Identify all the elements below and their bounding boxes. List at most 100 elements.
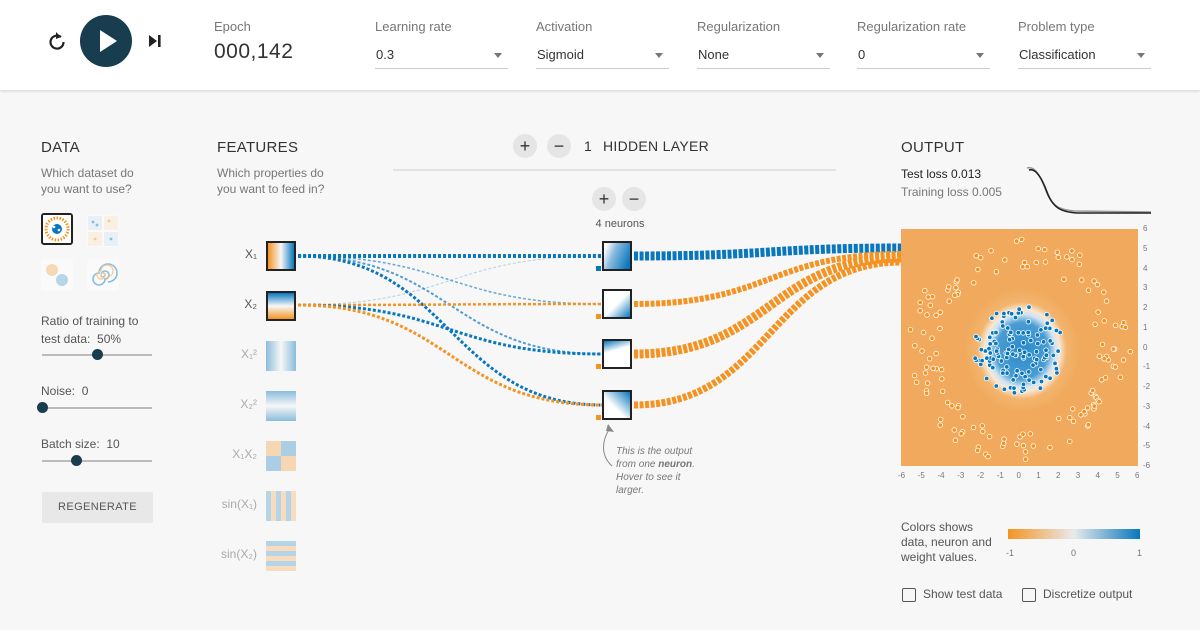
neuron-count: 4 neurons [595, 218, 645, 230]
data-point-orange [1001, 436, 1007, 442]
add-neuron-button[interactable]: + [592, 187, 616, 211]
learning-rate-value: 0.3 [376, 47, 395, 62]
data-point-orange [1089, 387, 1096, 394]
data-point-blue [990, 364, 996, 371]
y-axis-tick: -3 [1143, 401, 1151, 411]
data-point-orange [1041, 246, 1048, 253]
data-point-orange [919, 348, 925, 354]
data-point-orange [1076, 261, 1082, 267]
regularization-rate-select[interactable]: 0 [857, 44, 990, 69]
activation-select[interactable]: Sigmoid [536, 44, 669, 69]
annotation-arrow [603, 427, 613, 467]
feature-x2-heatmap [268, 293, 294, 319]
feature-x1-squared[interactable] [266, 341, 296, 371]
data-point-orange [1112, 364, 1119, 370]
data-point-blue [987, 350, 993, 356]
noise-slider-handle[interactable] [37, 402, 48, 413]
feature-x2[interactable] [266, 291, 296, 321]
hidden-neuron-4[interactable] [602, 390, 632, 420]
data-point-blue [1033, 348, 1040, 355]
data-point-orange [1067, 414, 1073, 421]
feature-x2-squared[interactable] [266, 391, 296, 421]
neuron-annotation: This is the output from one neuron. Hove… [616, 445, 712, 497]
scale-min-label: -1 [1006, 548, 1015, 558]
data-point-orange [980, 428, 986, 435]
neuron-3-bias[interactable] [596, 364, 601, 369]
feature-label-x1x2: X₁X₂ [232, 447, 257, 461]
discretize-output-label[interactable]: Discretize output [1043, 587, 1133, 601]
neuron-4-bias[interactable] [596, 415, 601, 420]
feature-sin-x2[interactable] [266, 541, 296, 571]
x-axis-tick: -1 [996, 471, 1004, 480]
annotation-line: larger. [616, 485, 644, 496]
discretize-output-checkbox[interactable] [1022, 588, 1036, 602]
regenerate-button[interactable]: REGENERATE [42, 492, 153, 523]
dataset-spiral[interactable] [87, 259, 119, 291]
feature-label-sin-x1: sin(X₁) [221, 497, 257, 511]
feature-x1x2[interactable] [266, 441, 296, 471]
hidden-neuron-2[interactable] [602, 289, 632, 319]
data-point-blue [1019, 370, 1025, 376]
data-subtitle: Which dataset do you want to use? [41, 165, 134, 197]
feature-label-sin-x2: sin(X₂) [221, 547, 257, 561]
circle-dataset-icon [43, 215, 71, 243]
ratio-slider-handle[interactable] [92, 349, 103, 360]
link-x2-n2 [297, 302, 603, 307]
data-point-blue [1010, 351, 1016, 357]
batch-slider-handle[interactable] [71, 455, 82, 466]
data-point-orange [1101, 289, 1107, 295]
data-point-orange [1081, 408, 1087, 415]
dataset-circle[interactable] [41, 213, 73, 245]
show-test-data-checkbox[interactable] [902, 588, 916, 602]
data-point-orange [1095, 309, 1101, 315]
neuron-1-bias[interactable] [596, 266, 601, 271]
data-point-orange [1019, 264, 1026, 270]
data-point-orange [977, 255, 984, 261]
neuron-3-heatmap [604, 341, 630, 367]
data-point-orange [1022, 449, 1029, 455]
problem-type-select[interactable]: Classification [1018, 44, 1151, 69]
legend-line: data, neuron and [901, 535, 992, 549]
dataset-xor[interactable] [87, 215, 119, 247]
data-point-blue [1020, 340, 1027, 346]
data-point-blue [1038, 378, 1045, 385]
data-subtitle-line: Which dataset do [41, 166, 134, 180]
step-forward-icon[interactable] [144, 28, 166, 54]
data-point-orange [1085, 421, 1092, 428]
data-point-blue [990, 356, 996, 362]
regularization-select[interactable]: None [697, 44, 830, 69]
regularization-rate-value: 0 [858, 47, 866, 62]
epoch-label: Epoch [214, 19, 251, 34]
dataset-gaussian[interactable] [41, 259, 73, 291]
hidden-neuron-3[interactable] [602, 339, 632, 369]
x-axis-tick: -4 [937, 471, 945, 480]
features-subtitle: Which properties do you want to feed in? [217, 165, 324, 197]
neuron-4-heatmap [604, 392, 630, 418]
link-x1-n4 [297, 254, 603, 407]
remove-layer-button[interactable]: − [547, 134, 571, 158]
feature-label-x1: X₁ [244, 247, 257, 261]
activation-label: Activation [536, 19, 593, 34]
ratio-label-line: Ratio of training to [41, 314, 139, 328]
feature-x1[interactable] [266, 241, 296, 271]
noise-slider-track[interactable] [42, 407, 152, 409]
link-x2-n4 [297, 303, 603, 407]
data-point-orange [1042, 259, 1049, 265]
feature-sin-x1[interactable] [266, 491, 296, 521]
data-point-orange [938, 366, 945, 373]
add-layer-button[interactable]: + [513, 134, 537, 158]
output-heatmap[interactable] [901, 229, 1138, 466]
data-point-blue [1053, 327, 1060, 334]
reset-icon[interactable] [44, 28, 70, 54]
play-button[interactable] [80, 15, 132, 67]
neuron-2-bias[interactable] [596, 314, 601, 319]
learning-rate-select[interactable]: 0.3 [375, 44, 508, 69]
y-axis-tick: 1 [1143, 322, 1148, 332]
hidden-neuron-1[interactable] [602, 241, 632, 271]
data-point-orange [973, 253, 979, 259]
data-point-blue [1000, 370, 1006, 376]
remove-neuron-button[interactable]: − [622, 187, 646, 211]
show-test-data-label[interactable]: Show test data [923, 587, 1003, 601]
problem-type-label: Problem type [1018, 19, 1095, 34]
batch-slider-track[interactable] [42, 460, 152, 462]
